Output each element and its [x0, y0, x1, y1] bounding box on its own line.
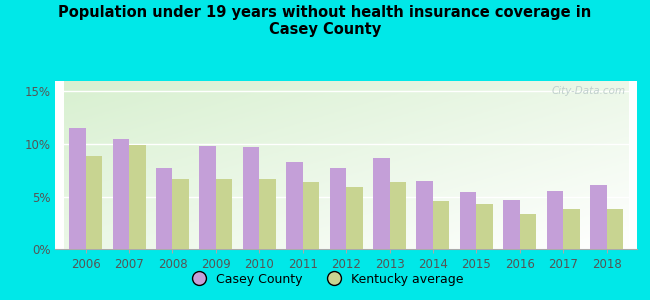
Bar	[243, 147, 259, 249]
Bar	[129, 145, 146, 249]
Bar	[172, 178, 189, 249]
Bar	[606, 209, 623, 249]
Bar	[112, 139, 129, 249]
Bar	[373, 158, 389, 249]
Bar	[346, 187, 363, 249]
Bar	[476, 204, 493, 249]
Bar	[286, 162, 303, 249]
Bar	[460, 192, 476, 249]
Bar	[86, 155, 102, 249]
Bar	[417, 181, 433, 249]
Bar	[547, 191, 563, 249]
Bar	[156, 168, 172, 249]
Text: Population under 19 years without health insurance coverage in
Casey County: Population under 19 years without health…	[58, 4, 592, 37]
Bar	[259, 178, 276, 249]
Bar	[200, 146, 216, 249]
Bar	[503, 200, 520, 249]
Bar	[433, 201, 449, 249]
Bar	[330, 168, 346, 249]
Text: City-Data.com: City-Data.com	[551, 86, 625, 96]
Bar	[69, 128, 86, 249]
Bar	[563, 209, 580, 249]
Bar	[590, 185, 606, 249]
Bar	[520, 214, 536, 249]
Bar	[389, 182, 406, 249]
Legend: Casey County, Kentucky average: Casey County, Kentucky average	[181, 268, 469, 291]
Bar	[303, 182, 319, 249]
Bar	[216, 178, 233, 249]
